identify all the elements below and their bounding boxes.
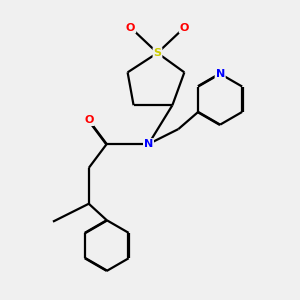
Text: O: O bbox=[180, 22, 189, 33]
Text: O: O bbox=[84, 115, 94, 125]
Text: N: N bbox=[215, 69, 225, 79]
Text: O: O bbox=[126, 22, 135, 33]
Text: S: S bbox=[154, 48, 161, 58]
Text: N: N bbox=[144, 139, 153, 149]
